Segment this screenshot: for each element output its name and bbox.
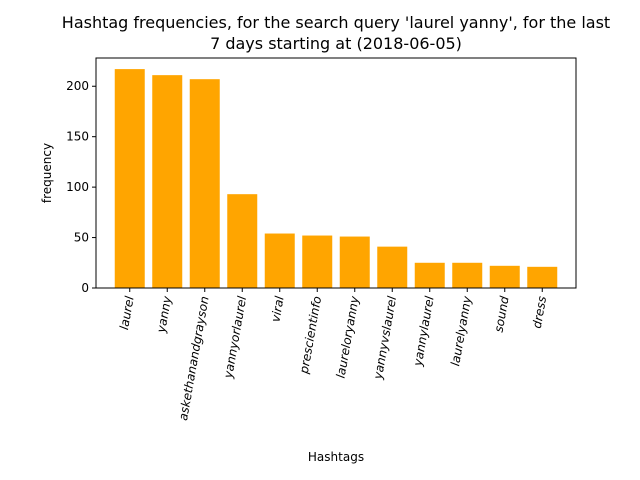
chart-title-line-2: 7 days starting at (2018-06-05): [210, 34, 462, 53]
y-axis-ticks: 0 50 100 150 200: [66, 79, 96, 295]
x-tick-label: yannyorlaurel: [221, 294, 249, 380]
bar-yannyorlaurel: [227, 194, 258, 288]
bar-prescientinfo: [302, 235, 333, 288]
x-tick-label: yanny: [154, 294, 175, 335]
y-tick-label: 100: [66, 180, 89, 194]
x-tick-label: dress: [530, 295, 549, 329]
bar-sound: [489, 265, 520, 288]
bar-askethanandgrayson: [189, 79, 220, 289]
x-tick-label: yannylaurel: [410, 294, 436, 368]
bar-yannylaurel: [414, 262, 445, 288]
x-tick-label: askethanandgrayson: [176, 295, 212, 422]
x-tick-label: yannyvslaurel: [371, 294, 400, 381]
bar-yanny: [152, 75, 183, 289]
y-tick-label: 200: [66, 79, 89, 93]
y-axis-label: frequency: [40, 143, 54, 203]
bar-yannyvslaurel: [377, 246, 408, 288]
y-tick-label: 50: [74, 231, 89, 245]
bar-viral: [264, 233, 295, 288]
x-tick-label: viral: [268, 294, 286, 323]
x-tick-label: sound: [492, 295, 512, 334]
x-axis-ticks: laurel yanny askethanandgrayson yannyorlaur…: [117, 288, 549, 422]
bar-laureloryanny: [339, 236, 370, 288]
bar-laurel: [114, 69, 145, 288]
bars-group: [114, 69, 558, 289]
x-tick-label: prescientinfo: [297, 295, 325, 376]
y-tick-label: 150: [66, 130, 89, 144]
x-tick-label: laurel: [117, 294, 137, 331]
chart-title-line-1: Hashtag frequencies, for the search quer…: [62, 13, 610, 32]
x-tick-label: laureloryanny: [334, 294, 362, 379]
y-tick-label: 0: [81, 281, 89, 295]
bar-dress: [527, 266, 558, 288]
x-axis-label: Hashtags: [308, 450, 364, 464]
bar-laurelyanny: [452, 262, 483, 288]
x-tick-label: laurelyanny: [448, 294, 474, 367]
plot-frame: [95, 57, 577, 289]
